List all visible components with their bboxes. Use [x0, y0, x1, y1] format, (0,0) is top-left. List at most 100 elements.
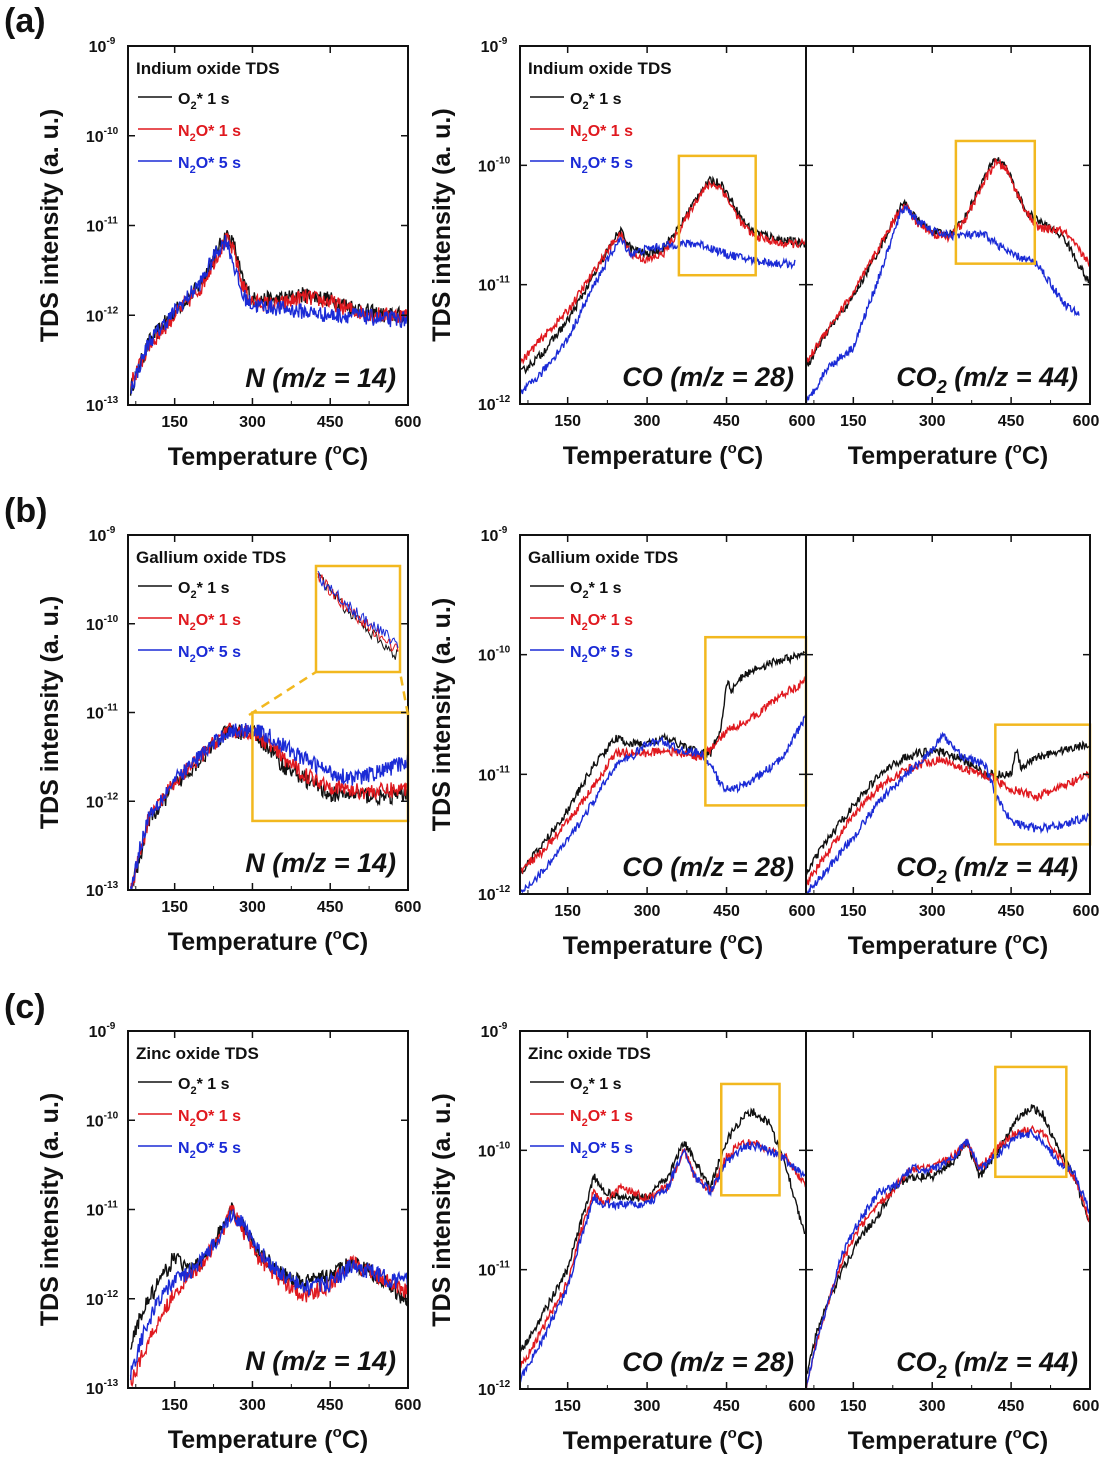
- x-tick-label: 300: [634, 1398, 661, 1415]
- x-tick-label: 150: [554, 1398, 581, 1415]
- y-tick-label: 10-13: [86, 880, 119, 900]
- chart-panel-8: 150 300 450 600 10-9 10-10 10-11 10-12 Temperatu…: [428, 1021, 815, 1455]
- series-line-o2-1s: [520, 1107, 806, 1353]
- species-label: N (m/z = 14): [245, 1346, 396, 1376]
- chart-panel-9: 150 300 450 600 Temperature (oC) CO2 (m/z = 4…: [805, 1030, 1100, 1455]
- series-line-n2o-5s: [129, 1209, 408, 1380]
- x-axis-label: Temperature (oC): [563, 930, 763, 960]
- y-tick-label: 10-12: [478, 884, 511, 904]
- y-tick-label: 10-12: [478, 1379, 511, 1399]
- species-label: CO2 (m/z = 44): [896, 1347, 1078, 1382]
- y-tick-label: 10-9: [481, 1021, 508, 1041]
- y-tick-label: 10-9: [481, 525, 508, 545]
- x-axis-label: Temperature (oC): [848, 930, 1048, 960]
- x-tick-label: 300: [919, 903, 946, 920]
- y-axis-label: TDS intensity (a. u.): [36, 1093, 64, 1326]
- chart-panel-7: 150 300 450 600 10-9 10-10 10-11 10-12 10-13 Temp…: [36, 1021, 421, 1454]
- species-label: CO (m/z = 28): [622, 362, 794, 392]
- x-tick-label: 150: [554, 413, 581, 430]
- x-tick-label: 300: [239, 414, 266, 431]
- species-label: CO2 (m/z = 44): [896, 852, 1078, 887]
- inset-series-n2o-1s: [317, 572, 399, 652]
- x-tick-label: 600: [789, 413, 816, 430]
- legend-label: O2* 1 s: [570, 1076, 622, 1097]
- series-line-o2-1s: [520, 175, 806, 375]
- legend-label: N2O* 5 s: [570, 155, 633, 176]
- x-tick-label: 300: [634, 413, 661, 430]
- x-axis-label: Temperature (oC): [563, 440, 763, 470]
- x-tick-label: 450: [998, 903, 1025, 920]
- species-label: CO2 (m/z = 44): [896, 362, 1078, 397]
- legend-label: O2* 1 s: [178, 580, 230, 601]
- x-tick-label: 600: [789, 903, 816, 920]
- x-tick-label: 150: [840, 413, 867, 430]
- y-tick-label: 10-9: [481, 36, 508, 56]
- x-axis-label: Temperature (oC): [848, 440, 1048, 470]
- x-tick-label: 600: [395, 899, 422, 916]
- x-tick-label: 300: [919, 1398, 946, 1415]
- y-tick-label: 10-11: [86, 1200, 118, 1220]
- x-tick-label: 600: [395, 414, 422, 431]
- y-tick-label: 10-10: [478, 155, 511, 175]
- x-tick-label: 450: [317, 899, 344, 916]
- panel-title: Zinc oxide TDS: [528, 1044, 651, 1063]
- legend-label: N2O* 5 s: [178, 644, 241, 665]
- legend-label: N2O* 1 s: [178, 1108, 241, 1129]
- chart-panel-2: 150 300 450 600 10-9 10-10 10-11 10-12 Temperatu…: [428, 36, 815, 470]
- chart-panel-6: 150 300 450 600 Temperature (oC) CO2 (m/z = 4…: [805, 534, 1099, 960]
- y-tick-label: 10-10: [478, 1140, 511, 1160]
- series-line-n2o-5s: [520, 236, 796, 395]
- series-line-n2o-5s: [806, 1127, 1090, 1389]
- legend-label: N2O* 5 s: [570, 1140, 633, 1161]
- highlight-box: [994, 1065, 1068, 1179]
- x-tick-label: 300: [239, 899, 266, 916]
- highlight-box: [954, 139, 1037, 265]
- series-line-o2-1s: [520, 650, 806, 875]
- x-tick-label: 450: [713, 1398, 740, 1415]
- panel-title: Gallium oxide TDS: [528, 548, 678, 567]
- inset-connector: [248, 670, 317, 717]
- legend-label: O2* 1 s: [570, 91, 622, 112]
- legend-label: O2* 1 s: [178, 91, 230, 112]
- x-tick-label: 600: [395, 1397, 422, 1414]
- x-tick-label: 600: [1073, 1398, 1100, 1415]
- y-tick-label: 10-12: [478, 394, 511, 414]
- y-axis-label: TDS intensity (a. u.): [428, 1093, 456, 1326]
- legend-label: N2O* 1 s: [178, 612, 241, 633]
- y-tick-label: 10-13: [86, 1378, 119, 1398]
- panel-label: (a): [4, 2, 46, 40]
- panel-title: Indium oxide TDS: [136, 59, 280, 78]
- x-tick-label: 450: [713, 903, 740, 920]
- y-tick-label: 10-12: [86, 305, 119, 325]
- y-tick-label: 10-12: [86, 1289, 119, 1309]
- x-axis-label: Temperature (oC): [168, 441, 368, 471]
- plot-frame: [805, 534, 1091, 895]
- series-line-o2-1s: [806, 157, 1090, 367]
- plot-frame: [519, 534, 807, 895]
- x-axis-label: Temperature (oC): [563, 1425, 763, 1455]
- chart-panel-3: 150 300 450 600 Temperature (oC) CO2 (m/z = 4…: [805, 45, 1099, 470]
- y-tick-label: 10-11: [478, 1260, 510, 1280]
- y-tick-label: 10-12: [86, 791, 119, 811]
- y-tick-label: 10-9: [89, 1021, 116, 1041]
- x-tick-label: 300: [919, 413, 946, 430]
- series-line-n2o-5s: [520, 714, 806, 894]
- x-tick-label: 450: [998, 1398, 1025, 1415]
- series-line-n2o-1s: [806, 158, 1090, 365]
- x-tick-label: 150: [840, 1398, 867, 1415]
- chart-panel-5: 150 300 450 600 10-9 10-10 10-11 10-12 Temperatu…: [428, 525, 815, 960]
- inset-frame: [314, 564, 402, 674]
- chart-panel-4: 150 300 450 600 10-9 10-10 10-11 10-12 10-13 Temp…: [36, 525, 421, 956]
- series-line-n2o-5s: [806, 731, 1090, 894]
- x-tick-label: 150: [840, 903, 867, 920]
- legend-label: N2O* 5 s: [178, 1140, 241, 1161]
- y-tick-label: 10-11: [86, 703, 118, 723]
- y-tick-label: 10-10: [478, 645, 511, 665]
- x-axis-label: Temperature (oC): [848, 1425, 1048, 1455]
- x-tick-label: 450: [713, 413, 740, 430]
- panel-title: Gallium oxide TDS: [136, 548, 286, 567]
- plot-frame: [127, 45, 409, 406]
- x-axis-label: Temperature (oC): [168, 926, 368, 956]
- y-tick-label: 10-11: [478, 764, 510, 784]
